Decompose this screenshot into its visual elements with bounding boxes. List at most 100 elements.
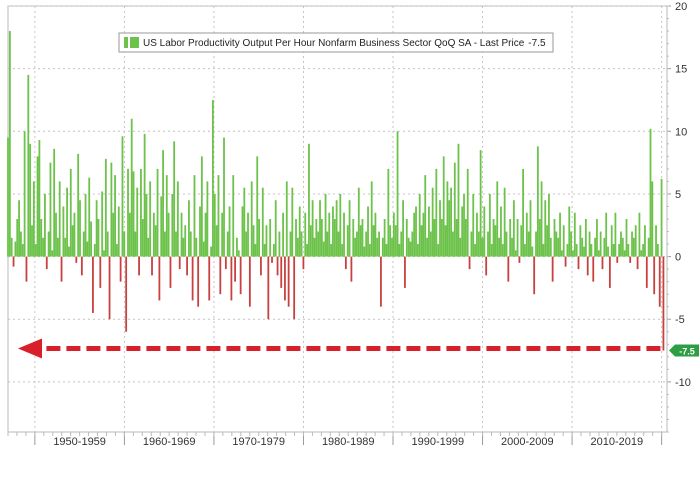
bar bbox=[188, 200, 190, 257]
bar bbox=[439, 200, 441, 257]
bar bbox=[535, 231, 537, 257]
bar bbox=[485, 256, 488, 276]
bar bbox=[200, 156, 203, 257]
bar bbox=[629, 256, 632, 263]
bar bbox=[560, 250, 563, 257]
last-price-label: -7.5 bbox=[679, 347, 695, 357]
bar bbox=[66, 187, 68, 257]
bar bbox=[32, 181, 35, 257]
bar bbox=[455, 219, 458, 257]
bar bbox=[533, 256, 536, 295]
bar bbox=[581, 237, 584, 257]
bar bbox=[86, 241, 89, 257]
bar bbox=[612, 244, 615, 257]
bar bbox=[60, 256, 63, 282]
bar bbox=[328, 212, 331, 257]
bar bbox=[167, 212, 170, 257]
bar bbox=[287, 256, 290, 307]
bar bbox=[396, 131, 399, 257]
bar bbox=[453, 162, 456, 257]
bar bbox=[247, 212, 249, 257]
bar bbox=[592, 256, 595, 282]
bar bbox=[276, 256, 279, 276]
bar bbox=[573, 212, 576, 257]
y-tick-label: -10 bbox=[675, 377, 691, 389]
bar bbox=[385, 244, 388, 257]
bar bbox=[614, 212, 617, 257]
bar bbox=[474, 244, 476, 257]
bar bbox=[51, 250, 54, 257]
bar bbox=[47, 231, 50, 257]
bar bbox=[210, 246, 212, 257]
bar bbox=[463, 193, 465, 257]
bar bbox=[394, 225, 397, 257]
bar bbox=[548, 193, 550, 257]
y-tick-label: 10 bbox=[675, 126, 687, 138]
bar bbox=[623, 250, 626, 257]
bar bbox=[80, 256, 83, 276]
bar bbox=[452, 231, 454, 257]
bar bbox=[636, 256, 639, 270]
bar bbox=[444, 225, 447, 257]
annotations: -7.5 bbox=[18, 338, 699, 359]
x-tick-label: 2010-2019 bbox=[591, 436, 644, 448]
bar bbox=[505, 231, 508, 257]
bar bbox=[236, 237, 238, 257]
bar bbox=[243, 187, 246, 257]
bar bbox=[324, 193, 327, 257]
y-tick-label: -5 bbox=[675, 314, 685, 326]
x-tick-label: 1960-1969 bbox=[143, 436, 196, 448]
bar bbox=[151, 256, 153, 276]
bar bbox=[440, 219, 443, 257]
bar bbox=[392, 212, 395, 257]
bar bbox=[559, 212, 561, 257]
bar bbox=[494, 225, 497, 257]
legend: US Labor Productivity Output Per Hour No… bbox=[118, 32, 554, 53]
bar bbox=[103, 250, 105, 257]
bar bbox=[295, 219, 297, 257]
bar bbox=[285, 181, 288, 257]
bar bbox=[372, 225, 375, 257]
bar bbox=[165, 175, 168, 257]
bar bbox=[350, 256, 353, 282]
bar bbox=[376, 237, 379, 257]
bar bbox=[195, 237, 198, 257]
bar bbox=[121, 136, 124, 257]
bar bbox=[538, 219, 541, 257]
bar bbox=[568, 206, 571, 257]
bar bbox=[274, 200, 277, 257]
bar bbox=[27, 74, 30, 257]
bar bbox=[553, 219, 556, 257]
bar bbox=[199, 206, 201, 257]
bar bbox=[49, 162, 52, 257]
bar bbox=[653, 256, 656, 295]
y-axis: 20 15 10 5 0 -5 -10 bbox=[667, 1, 691, 433]
bar bbox=[234, 256, 236, 282]
bar bbox=[662, 256, 665, 351]
bar bbox=[44, 193, 46, 257]
bar bbox=[344, 256, 347, 270]
bar bbox=[446, 181, 449, 257]
bar bbox=[230, 256, 233, 301]
bar bbox=[171, 193, 174, 257]
bar bbox=[483, 206, 486, 257]
bar bbox=[631, 231, 633, 257]
bar bbox=[204, 212, 207, 257]
bar bbox=[69, 168, 72, 257]
bar bbox=[156, 168, 159, 257]
bar bbox=[448, 200, 451, 257]
bar bbox=[175, 231, 177, 257]
bar bbox=[605, 212, 608, 257]
bar bbox=[140, 168, 142, 257]
bar bbox=[88, 177, 91, 257]
grid bbox=[7, 5, 668, 433]
bar bbox=[55, 212, 57, 257]
bar bbox=[228, 206, 231, 257]
bar bbox=[16, 219, 19, 257]
bar bbox=[304, 212, 307, 257]
bar bbox=[197, 256, 200, 307]
bar bbox=[470, 231, 473, 257]
bar bbox=[215, 225, 218, 257]
bar bbox=[649, 128, 652, 257]
